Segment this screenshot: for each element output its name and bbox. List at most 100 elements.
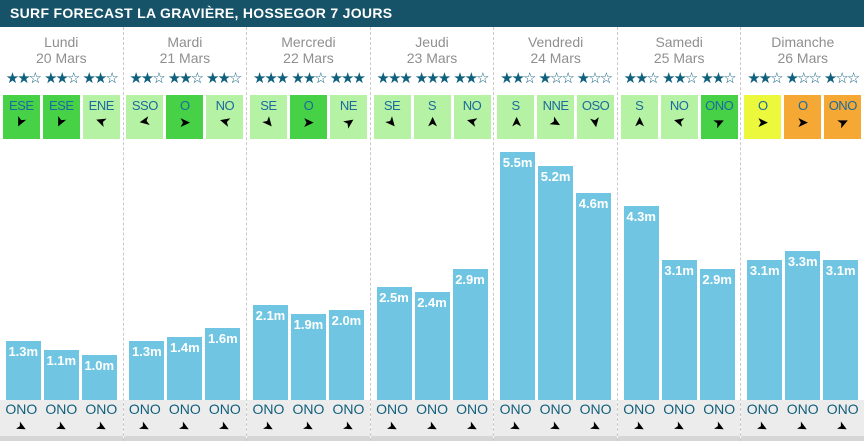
swell-direction-label: ONO <box>376 401 408 417</box>
wave-height-label: 2.0m <box>331 313 362 328</box>
star-group-icon: ★☆☆ <box>785 70 822 87</box>
day-column: Vendredi 24 Mars ★★☆ ★☆☆ ★☆☆ S ➤ NNE ➤ OSO… <box>494 27 618 441</box>
wind-direction-label: SE <box>383 98 401 113</box>
day-header: Samedi 25 Mars <box>618 27 741 67</box>
wind-arrow-icon: ➤ <box>464 112 480 132</box>
swell-item: ONO ➤ <box>701 401 738 436</box>
wind-badge: O ➤ <box>166 95 204 139</box>
wind-arrow-icon: ➤ <box>93 112 110 132</box>
wave-height-bars: 2.1m 1.9m 2.0m <box>247 141 370 400</box>
day-name: Vendredi <box>527 34 584 50</box>
wave-height-label: 3.1m <box>664 263 694 278</box>
wave-height-label: 1.9m <box>293 317 324 332</box>
wave-height-bar: 2.1m <box>252 305 288 400</box>
wave-height-label: 3.1m <box>749 263 780 278</box>
swell-item: ONO ➤ <box>290 401 327 436</box>
swell-item: ONO ➤ <box>497 401 534 436</box>
wind-badge: ESE ➤ <box>2 95 40 139</box>
wind-arrow-icon: ➤ <box>302 114 315 130</box>
wave-height-bar: 1.0m <box>81 355 117 400</box>
wind-arrow-icon: ➤ <box>339 112 358 132</box>
swell-direction-label: ONO <box>45 401 78 417</box>
swell-arrow-icon: ➤ <box>53 417 70 436</box>
wind-badge: ONO ➤ <box>824 95 862 139</box>
swell-arrow-icon: ➤ <box>136 417 154 436</box>
wind-direction-label: SE <box>260 98 277 113</box>
swell-item: ONO ➤ <box>126 401 163 436</box>
day-column: Lundi 20 Mars ★★☆ ★★☆ ★★☆ ESE ➤ ESE ➤ ENE … <box>0 27 124 441</box>
swell-direction-label: ONO <box>5 401 38 417</box>
wind-badge: NE ➤ <box>329 95 367 139</box>
swell-arrow-icon: ➤ <box>587 417 605 436</box>
swell-item: ONO ➤ <box>43 401 80 436</box>
wind-direction-label: S <box>635 98 644 113</box>
wind-direction-label: ESE <box>9 98 34 113</box>
swell-arrow-icon: ➤ <box>754 417 772 436</box>
star-rating-row: ★★★ ★★★ ★★☆ <box>371 67 494 93</box>
swell-item: ONO ➤ <box>454 401 491 436</box>
day-column: Mercredi 22 Mars ★★★ ★★☆ ★★★ SE ➤ O ➤ NE ➤… <box>247 27 371 441</box>
wind-arrow-icon: ➤ <box>137 113 153 131</box>
wave-height-bars: 5.5m 5.2m 4.6m <box>494 141 617 400</box>
wave-height-bar: 1.1m <box>43 350 79 400</box>
wave-height-bar: 1.9m <box>290 314 326 400</box>
wind-arrow-icon: ➤ <box>796 114 809 130</box>
wind-badge: SE ➤ <box>373 95 411 139</box>
day-date: 20 Mars <box>36 50 87 66</box>
wave-height-label: 1.6m <box>208 331 238 346</box>
star-group-icon: ★★☆ <box>44 70 80 87</box>
swell-arrow-icon: ➤ <box>13 417 30 436</box>
wave-height-label: 2.5m <box>379 290 409 305</box>
day-header: Vendredi 24 Mars <box>494 27 617 67</box>
swell-item: ONO ➤ <box>537 401 574 436</box>
day-column: Mardi 21 Mars ★★☆ ★★☆ ★★☆ SSO ➤ O ➤ NO ➤ 1… <box>123 27 248 441</box>
wind-direction-label: SSO <box>131 98 158 113</box>
wind-direction-label: ONO <box>828 98 858 113</box>
swell-item: ONO ➤ <box>414 401 451 436</box>
day-header: Mercredi 22 Mars <box>247 27 370 67</box>
wave-height-bar: 2.4m <box>414 292 450 400</box>
wind-direction-label: S <box>511 98 521 113</box>
wind-badge-row: SSO ➤ O ➤ NO ➤ <box>124 93 247 141</box>
wave-height-bar: 2.9m <box>699 269 735 400</box>
wave-height-bar: 2.9m <box>452 269 488 400</box>
wind-badge: SE ➤ <box>249 95 287 139</box>
wind-direction-label: NO <box>669 98 689 113</box>
forecast-board: Lundi 20 Mars ★★☆ ★★☆ ★★☆ ESE ➤ ESE ➤ ENE … <box>0 27 864 441</box>
wind-arrow-icon: ➤ <box>546 112 565 132</box>
wind-badge: O ➤ <box>289 95 327 139</box>
wave-height-label: 3.3m <box>787 254 818 269</box>
wind-badge: NO ➤ <box>660 95 698 139</box>
wind-badge: S ➤ <box>620 95 658 139</box>
wave-height-bar: 5.2m <box>538 166 574 400</box>
star-group-icon: ★★☆ <box>167 70 204 87</box>
swell-direction-row: ONO ➤ ONO ➤ ONO ➤ <box>494 400 617 441</box>
wind-badge: NNE ➤ <box>537 95 575 139</box>
wind-direction-label: O <box>757 98 768 113</box>
swell-arrow-icon: ➤ <box>176 417 194 436</box>
wind-badge: SSO ➤ <box>126 95 164 139</box>
day-name: Jeudi <box>415 34 449 50</box>
wind-direction-label: ONO <box>705 98 734 113</box>
swell-direction-row: ONO ➤ ONO ➤ ONO ➤ <box>370 400 494 441</box>
wave-height-bars: 1.3m 1.4m 1.6m <box>124 141 247 400</box>
wind-badge: NO ➤ <box>206 95 244 139</box>
wind-direction-label: O <box>303 98 314 113</box>
wind-arrow-icon: ➤ <box>710 112 728 132</box>
swell-item: ONO ➤ <box>166 401 203 436</box>
star-group-icon: ★★☆ <box>129 70 165 87</box>
day-date: 25 Mars <box>653 50 705 66</box>
wind-direction-label: OSO <box>581 98 610 113</box>
wind-badge-row: O ➤ O ➤ ONO ➤ <box>741 93 864 141</box>
wave-height-label: 1.1m <box>46 353 77 368</box>
wave-height-label: 4.3m <box>626 209 656 224</box>
wind-badge-row: ESE ➤ ESE ➤ ENE ➤ <box>0 93 123 141</box>
star-group-icon: ★★☆ <box>662 70 698 87</box>
wave-height-bar: 3.3m <box>785 251 821 400</box>
swell-direction-label: ONO <box>168 401 201 417</box>
star-group-icon: ★☆☆ <box>576 70 613 87</box>
swell-direction-label: ONO <box>623 401 656 417</box>
wave-height-bars: 2.5m 2.4m 2.9m <box>371 141 494 400</box>
swell-arrow-icon: ➤ <box>463 417 481 436</box>
wave-height-label: 3.1m <box>825 263 856 278</box>
